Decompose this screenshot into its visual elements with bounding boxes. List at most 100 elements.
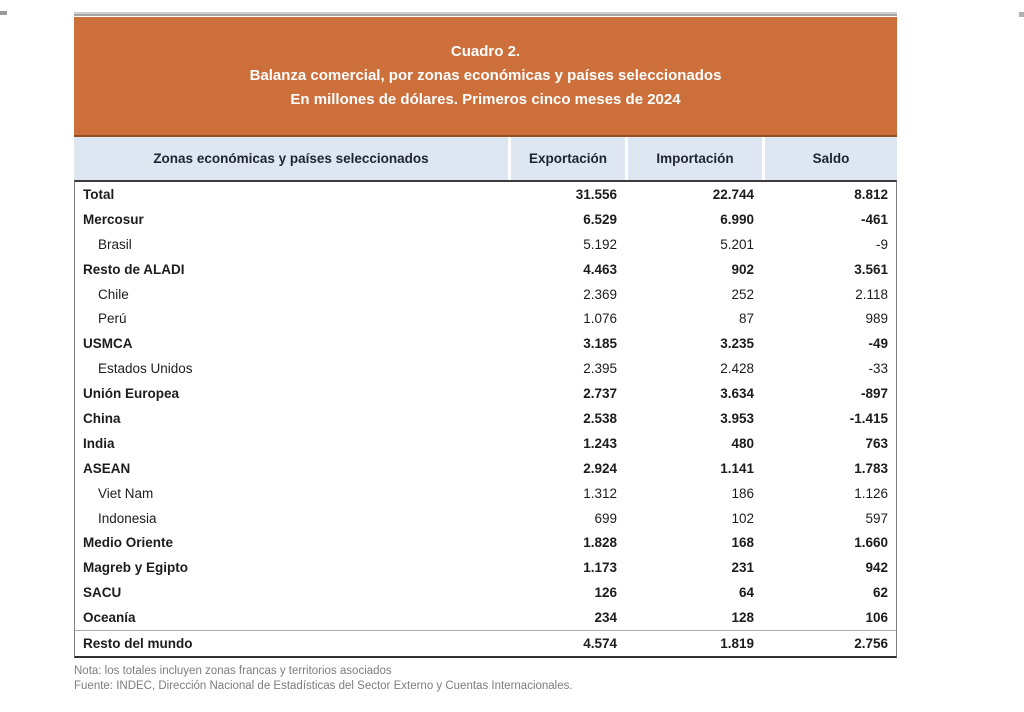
exportacion-cell: 4.574 — [583, 635, 617, 651]
zone-cell: India — [83, 435, 115, 451]
zone-cell: Medio Oriente — [83, 535, 174, 551]
saldo-cell: -49 — [868, 336, 888, 352]
importacion-cell: 3.634 — [720, 386, 754, 402]
importacion-cell: 902 — [731, 261, 754, 277]
exportacion-cell: 699 — [594, 510, 617, 526]
exportacion-cell: 5.192 — [583, 236, 617, 252]
importacion-cell: 3.953 — [720, 410, 754, 426]
table-row: SACU 126 64 62 — [75, 580, 896, 605]
footnotes: Nota: los totales incluyen zonas francas… — [74, 664, 897, 694]
saldo-cell: 597 — [865, 510, 888, 526]
table-row: Oceanía 234 128 106 — [75, 605, 896, 630]
importacion-cell: 1.141 — [720, 460, 754, 476]
table-row: Brasil 5.192 5.201 -9 — [75, 232, 896, 257]
table-row: Chile 2.369 252 2.118 — [75, 282, 896, 307]
exportacion-cell: 6.529 — [583, 211, 617, 227]
zone-cell: SACU — [83, 585, 122, 601]
table-row: Estados Unidos 2.395 2.428 -33 — [75, 356, 896, 381]
table-header-row: Zonas económicas y países seleccionados … — [74, 137, 897, 180]
col-header-importacion: Importación — [625, 137, 762, 180]
page-edge-artifact-right — [1019, 12, 1024, 17]
saldo-cell: -461 — [860, 211, 888, 227]
saldo-cell: 942 — [865, 560, 888, 576]
zone-cell: Estados Unidos — [98, 361, 193, 377]
saldo-cell: -9 — [875, 236, 888, 252]
saldo-cell: 2.118 — [855, 286, 888, 302]
note-nota: Nota: los totales incluyen zonas francas… — [74, 664, 392, 677]
zone-cell: Brasil — [98, 236, 132, 252]
saldo-cell: -897 — [860, 386, 888, 402]
exportacion-cell: 2.369 — [583, 286, 617, 302]
saldo-cell: -1.415 — [849, 410, 888, 426]
table-row: Resto de ALADI 4.463 902 3.561 — [75, 257, 896, 282]
saldo-cell: 1.126 — [854, 485, 888, 501]
exportacion-cell: 2.538 — [583, 410, 617, 426]
exportacion-cell: 1.076 — [583, 311, 617, 327]
col-header-saldo: Saldo — [762, 137, 897, 180]
importacion-cell: 231 — [731, 560, 754, 576]
importacion-cell: 5.201 — [720, 236, 754, 252]
table-row: China 2.538 3.953 -1.415 — [75, 406, 896, 431]
note-fuente: Fuente: INDEC, Dirección Nacional de Est… — [74, 679, 573, 692]
exportacion-cell: 3.185 — [583, 336, 617, 352]
banner-subtitle: Balanza comercial, por zonas económicas … — [249, 67, 722, 84]
importacion-cell: 3.235 — [720, 336, 754, 352]
exportacion-cell: 126 — [594, 585, 617, 601]
saldo-cell: 106 — [865, 610, 888, 626]
table-body: Total 31.556 22.744 8.812 Mercosur 6.529… — [74, 180, 897, 658]
importacion-cell: 186 — [731, 485, 754, 501]
saldo-cell: -33 — [868, 361, 888, 377]
saldo-cell: 989 — [865, 311, 888, 327]
banner-caption: En millones de dólares. Primeros cinco m… — [290, 91, 681, 108]
zone-cell: ASEAN — [83, 460, 131, 476]
zone-cell: Resto del mundo — [83, 635, 193, 651]
zone-cell: Unión Europea — [83, 386, 180, 402]
trade-balance-table-document: Cuadro 2. Balanza comercial, por zonas e… — [74, 12, 897, 694]
exportacion-cell: 1.312 — [583, 485, 617, 501]
zone-cell: Magreb y Egipto — [83, 560, 189, 576]
importacion-cell: 87 — [738, 311, 754, 327]
exportacion-cell: 234 — [594, 610, 617, 626]
table-row: USMCA 3.185 3.235 -49 — [75, 331, 896, 356]
table-row: Mercosur 6.529 6.990 -461 — [75, 207, 896, 232]
importacion-cell: 480 — [731, 435, 754, 451]
zone-cell: Oceanía — [83, 610, 136, 626]
zone-cell: Viet Nam — [98, 485, 154, 501]
saldo-cell: 1.660 — [854, 535, 888, 551]
table-row: Total 31.556 22.744 8.812 — [75, 182, 896, 207]
col-header-exportacion: Exportación — [508, 137, 625, 180]
zone-cell: Total — [83, 186, 115, 202]
exportacion-cell: 4.463 — [583, 261, 617, 277]
exportacion-cell: 1.173 — [583, 560, 617, 576]
table-row: Unión Europea 2.737 3.634 -897 — [75, 381, 896, 406]
importacion-cell: 22.744 — [712, 186, 754, 202]
importacion-cell: 64 — [738, 585, 754, 601]
exportacion-cell: 1.243 — [583, 435, 617, 451]
table-row: Medio Oriente 1.828 168 1.660 — [75, 530, 896, 555]
zone-cell: Indonesia — [98, 510, 157, 526]
page-edge-artifact-left — [0, 11, 7, 15]
saldo-cell: 1.783 — [854, 460, 888, 476]
saldo-cell: 763 — [865, 435, 888, 451]
table-row: ASEAN 2.924 1.141 1.783 — [75, 456, 896, 481]
table-row: Magreb y Egipto 1.173 231 942 — [75, 555, 896, 580]
importacion-cell: 1.819 — [720, 635, 754, 651]
col-header-zonas: Zonas económicas y países seleccionados — [74, 137, 508, 180]
table-row: Indonesia 699 102 597 — [75, 506, 896, 531]
importacion-cell: 6.990 — [720, 211, 754, 227]
importacion-cell: 2.428 — [720, 361, 754, 377]
banner-top-strip — [74, 12, 897, 16]
saldo-cell: 8.812 — [854, 186, 888, 202]
zone-cell: Resto de ALADI — [83, 261, 185, 277]
zone-cell: USMCA — [83, 336, 133, 352]
saldo-cell: 3.561 — [854, 261, 888, 277]
saldo-cell: 2.756 — [854, 635, 888, 651]
table-row: Perú 1.076 87 989 — [75, 306, 896, 331]
banner-title: Cuadro 2. — [450, 43, 521, 60]
importacion-cell: 168 — [731, 535, 754, 551]
exportacion-cell: 2.924 — [583, 460, 617, 476]
zone-cell: Chile — [98, 286, 129, 302]
exportacion-cell: 31.556 — [575, 186, 617, 202]
saldo-cell: 62 — [872, 585, 888, 601]
zone-cell: China — [83, 410, 121, 426]
